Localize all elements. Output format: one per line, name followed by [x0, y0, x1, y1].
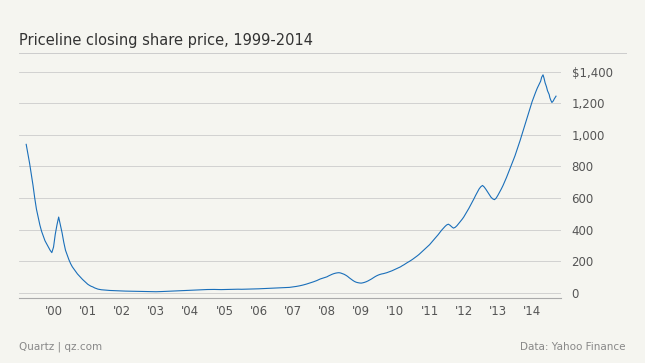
Text: Data: Yahoo Finance: Data: Yahoo Finance [520, 342, 626, 352]
Text: Quartz | qz.com: Quartz | qz.com [19, 342, 103, 352]
Text: Priceline closing share price, 1999-2014: Priceline closing share price, 1999-2014 [19, 33, 313, 48]
